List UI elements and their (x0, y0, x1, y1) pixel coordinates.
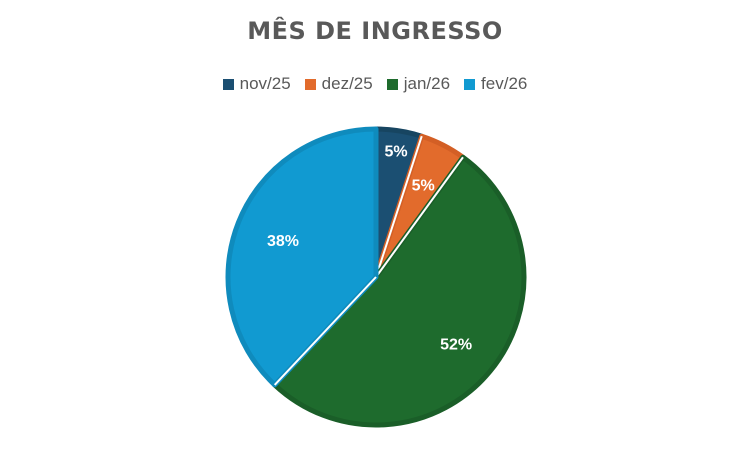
data-label-nov25: 5% (384, 144, 407, 161)
legend-item-fev26: fev/26 (464, 74, 527, 94)
legend-swatch-jan26 (386, 78, 398, 90)
legend: nov/25 dez/25 jan/26 fev/26 (0, 74, 750, 94)
legend-swatch-dez25 (304, 78, 316, 90)
legend-item-jan26: jan/26 (386, 74, 451, 94)
pie-slice-separator (375, 156, 464, 278)
legend-swatch-fev26 (464, 78, 476, 90)
legend-item-nov25: nov/25 (222, 74, 291, 94)
pie-slice-fev26 (225, 126, 379, 388)
legend-label-fev26: fev/26 (481, 74, 528, 93)
pie-slice-separator (375, 135, 423, 278)
legend-item-dez25: dez/25 (304, 74, 373, 94)
legend-swatch-nov25 (222, 78, 234, 90)
legend-label-jan26: jan/26 (403, 74, 451, 93)
chart-title: MÊS DE INGRESSO (247, 17, 503, 45)
data-label-jan26: 52% (440, 336, 472, 353)
data-label-fev26: 38% (267, 233, 299, 250)
data-label-dez25: 5% (412, 177, 435, 194)
pie-slice-separator (273, 276, 377, 386)
pie-slice-jan26 (272, 154, 527, 428)
legend-label-nov25: nov/25 (239, 74, 291, 93)
legend-label-dez25: dez/25 (321, 74, 373, 93)
